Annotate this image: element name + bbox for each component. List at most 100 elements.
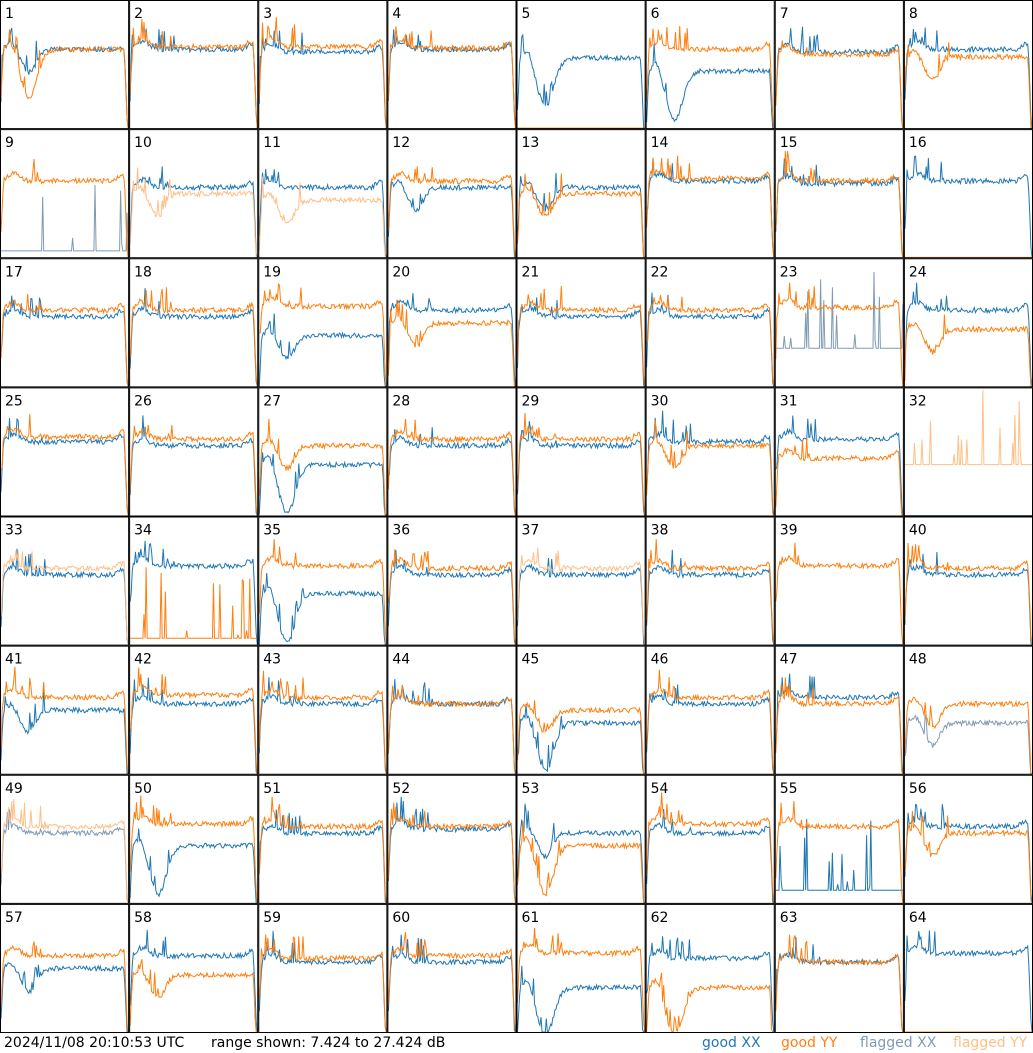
panel-62-frame bbox=[645, 903, 775, 1033]
panel-33-yy-line bbox=[0, 550, 129, 645]
panel-49: 49 bbox=[0, 774, 130, 904]
panel-8-frame bbox=[903, 0, 1033, 130]
panel-16-label: 16 bbox=[909, 135, 927, 151]
panel-56-label: 56 bbox=[909, 781, 927, 797]
panel-26-frame bbox=[129, 387, 259, 517]
panel-6-label: 6 bbox=[651, 6, 660, 22]
panel-30-xx-line bbox=[646, 410, 775, 516]
panel-50-xx-line bbox=[129, 828, 258, 904]
panel-2-label: 2 bbox=[134, 6, 143, 22]
panel-41-xx-line bbox=[0, 689, 129, 775]
panel-35-xx-line bbox=[258, 572, 387, 646]
panel-48: 48 bbox=[903, 645, 1033, 775]
panel-63: 63 bbox=[774, 903, 904, 1033]
panel-56-yy-line bbox=[904, 810, 1033, 904]
panel-15-frame bbox=[774, 129, 904, 259]
panel-14-label: 14 bbox=[651, 135, 669, 151]
panel-8-yy-line bbox=[904, 42, 1033, 129]
panel-11-frame bbox=[258, 129, 388, 259]
panel-15: 15 bbox=[774, 129, 904, 259]
panel-23-yy-line bbox=[775, 282, 904, 387]
panel-30-yy-line bbox=[646, 420, 775, 516]
panel-49-frame bbox=[0, 774, 130, 904]
panel-16-xx-line bbox=[904, 155, 1033, 258]
panel-53-yy-line bbox=[517, 821, 645, 904]
panel-47-xx-line bbox=[775, 673, 904, 774]
panel-38-frame bbox=[645, 516, 775, 646]
panel-18-frame bbox=[129, 258, 259, 388]
panel-51-xx-line bbox=[258, 809, 387, 904]
panel-55-frame bbox=[774, 774, 904, 904]
panel-46-xx-line bbox=[646, 684, 775, 774]
panel-51: 51 bbox=[258, 774, 388, 904]
panel-58-yy-line bbox=[129, 959, 258, 1033]
panel-12-yy-line bbox=[387, 166, 516, 258]
panel-25-label: 25 bbox=[5, 393, 23, 409]
panel-18-yy-line bbox=[129, 287, 258, 387]
panel-38: 38 bbox=[645, 516, 775, 646]
panel-21-yy-line bbox=[517, 285, 646, 387]
panel-20-xx-line bbox=[387, 293, 516, 387]
panel-36-yy-line bbox=[387, 549, 516, 645]
panel-60-frame bbox=[387, 903, 517, 1033]
panel-42-label: 42 bbox=[134, 652, 152, 668]
panel-7-yy-line bbox=[775, 40, 904, 129]
panel-62-xx-line bbox=[646, 936, 775, 1033]
panel-55: 55 bbox=[774, 774, 904, 904]
panel-36: 36 bbox=[387, 516, 517, 646]
panel-8-xx-line bbox=[904, 27, 1033, 129]
panel-6-xx-line bbox=[646, 43, 774, 129]
panel-1: 1 bbox=[0, 0, 130, 130]
panel-27-label: 27 bbox=[263, 393, 281, 409]
panel-17-label: 17 bbox=[5, 264, 23, 280]
panel-32-yy-line bbox=[904, 389, 1032, 466]
panel-10-label: 10 bbox=[134, 135, 152, 151]
panel-31: 31 bbox=[774, 387, 904, 517]
panel-43-frame bbox=[258, 645, 388, 775]
panel-12-label: 12 bbox=[392, 135, 410, 151]
panel-46-yy-line bbox=[646, 669, 775, 774]
panel-49-xx-line bbox=[0, 809, 129, 904]
panel-40-xx-line bbox=[904, 551, 1033, 645]
panel-31-yy-line bbox=[775, 438, 903, 516]
panel-48-yy-line bbox=[904, 696, 1032, 775]
panel-51-frame bbox=[258, 774, 388, 904]
panel-7-frame bbox=[774, 0, 904, 130]
panel-3: 3 bbox=[258, 0, 388, 130]
panel-56: 56 bbox=[903, 774, 1033, 904]
panel-11: 11 bbox=[258, 129, 388, 259]
panel-20-frame bbox=[387, 258, 517, 388]
panel-29-frame bbox=[516, 387, 646, 517]
panel-58-label: 58 bbox=[134, 910, 152, 926]
panel-25-frame bbox=[0, 387, 130, 517]
panel-43-label: 43 bbox=[263, 652, 281, 668]
panel-17-yy-line bbox=[0, 293, 129, 387]
panel-59-xx-line bbox=[258, 930, 387, 1033]
panel-15-xx-line bbox=[775, 158, 904, 258]
panel-38-xx-line bbox=[646, 549, 775, 645]
panel-52-yy-line bbox=[387, 802, 516, 903]
panel-9-yy-line bbox=[0, 158, 129, 258]
panel-41: 41 bbox=[0, 645, 130, 775]
panel-44: 44 bbox=[387, 645, 517, 775]
panel-43: 43 bbox=[258, 645, 388, 775]
panel-61-xx-line bbox=[517, 965, 645, 1033]
panel-52-label: 52 bbox=[392, 781, 410, 797]
panel-28: 28 bbox=[387, 387, 517, 517]
panel-28-xx-line bbox=[388, 427, 516, 516]
panel-49-yy-line bbox=[0, 799, 129, 903]
panel-59-yy-line bbox=[258, 934, 387, 1033]
panel-44-yy-line bbox=[387, 684, 516, 774]
panel-53-xx-line bbox=[517, 803, 645, 904]
panel-60-yy-line bbox=[387, 932, 516, 1033]
panel-30-label: 30 bbox=[651, 393, 669, 409]
panel-47-frame bbox=[774, 645, 904, 775]
panel-57-frame bbox=[0, 903, 130, 1033]
panel-39-frame bbox=[774, 516, 904, 646]
panel-62-yy-line bbox=[646, 972, 774, 1033]
panel-29-xx-line bbox=[517, 421, 646, 516]
panel-1-frame bbox=[0, 0, 130, 130]
timestamp-label: 2024/11/08 20:10:53 UTC bbox=[4, 1035, 185, 1051]
panel-64-xx-line bbox=[904, 930, 1033, 1033]
